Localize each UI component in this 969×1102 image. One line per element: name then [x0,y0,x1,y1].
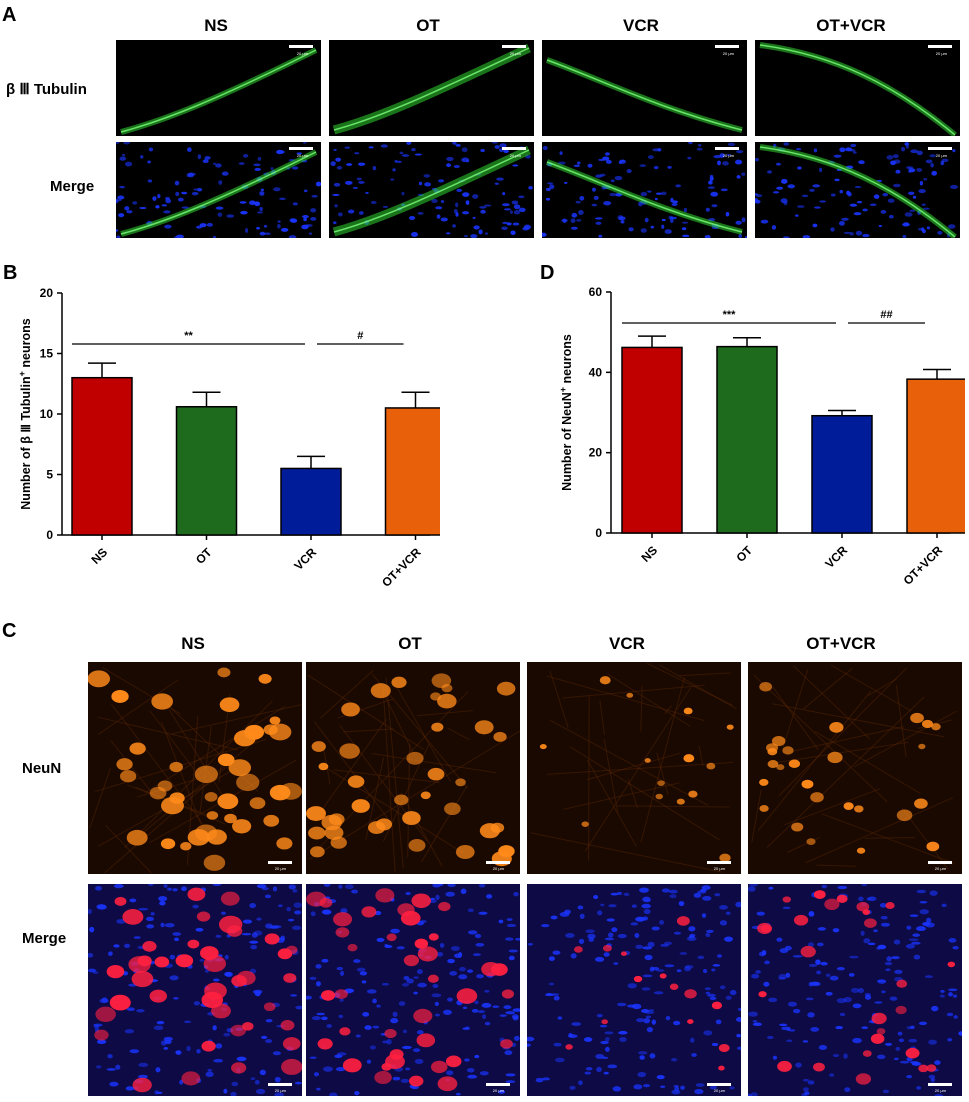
x-tick-label: NS [638,543,660,565]
x-tick-label: OT [193,545,215,567]
scale-bar [715,45,739,48]
scale-bar-label: 20 μm [934,1088,946,1093]
panel-a-col-ot: OT [416,16,440,35]
scale-bar [928,45,952,48]
y-tick-label: 10 [40,407,54,421]
micrograph-a-tubulin-ot: 20 μm [329,40,534,136]
x-tick-label: VCR [291,545,319,573]
y-axis-label: Number of NeuN+ neurons [558,334,574,491]
bar-ns [71,376,133,536]
scale-bar [486,1083,510,1086]
micrograph-a-merge-vcr: 20 μm [542,142,747,238]
micrograph-c-neun-ot: 20 μm [306,662,520,874]
scale-bar-label: 20 μm [722,51,734,56]
scale-bar [502,45,526,48]
panel-c-col-ns: NS [181,634,205,653]
y-tick-label: 60 [589,285,603,299]
scale-bar [502,147,526,150]
bar-ot-vcr [384,407,440,536]
bar-chart-d: 0 20 40 60 Number of NeuN+ neurons NS OT VCR OT+… [558,285,965,588]
scale-bar-label: 20 μm [274,866,286,871]
panel-b-label: B [3,262,18,284]
scale-bar-label: 20 μm [509,153,521,158]
significance-label: ## [880,309,892,321]
y-axis-label: Number of β Ⅲ Tubulin+ neurons [17,318,33,509]
micrograph-a-tubulin-vcr: 20 μm [542,40,747,136]
scale-bar [928,861,952,864]
scale-bar [707,861,731,864]
scale-bar-label: 20 μm [492,1088,504,1093]
micrograph-a-merge-ns: 20 μm [116,142,321,238]
scale-bar-label: 20 μm [935,51,947,56]
x-tick-label: OT+VCR [379,545,424,590]
scale-bar-label: 20 μm [296,51,308,56]
scale-bar-label: 20 μm [934,866,946,871]
scale-bar [268,861,292,864]
y-tick-label: 20 [40,286,54,300]
y-tick-label: 15 [40,347,54,361]
panel-c-col-otvcr: OT+VCR [806,634,876,653]
micrograph-c-merge-vcr: 20 μm [527,884,741,1096]
bar-ns [621,346,683,534]
scale-bar [928,147,952,150]
x-tick-label: OT+VCR [901,543,946,588]
panel-c-row-neun: NeuN [22,760,62,777]
micrograph-c-neun-otvcr: 20 μm [748,662,962,874]
scale-bar [715,147,739,150]
panel-c-label: C [2,620,17,642]
significance-label: *** [723,309,737,321]
micrograph-c-merge-ot: 20 μm [306,884,520,1096]
micrograph-a-tubulin-otvcr: 20 μm [755,40,960,136]
scale-bar [928,1083,952,1086]
scale-bar-label: 20 μm [274,1088,286,1093]
panel-a-col-vcr: VCR [623,16,659,35]
panel-a-row-merge: Merge [50,178,95,195]
micrograph-c-merge-ns: 20 μm [88,884,302,1096]
panel-a-row-tubulin: β Ⅲ Tubulin [6,81,87,98]
bar-ot [716,345,778,534]
panel-c-row-merge: Merge [22,930,67,947]
bar-ot [175,405,238,536]
scale-bar-label: 20 μm [713,1088,725,1093]
scale-bar-label: 20 μm [935,153,947,158]
scale-bar [486,861,510,864]
micrograph-c-neun-ns: 20 μm [88,662,302,874]
panel-a-col-ns: NS [204,16,228,35]
scale-bar [707,1083,731,1086]
scale-bar [289,45,313,48]
y-tick-label: 0 [46,528,53,542]
scale-bar [289,147,313,150]
y-tick-label: 0 [595,526,602,540]
micrograph-c-neun-vcr: 20 μm [527,662,741,874]
bar-chart-b: 0 5 10 15 20 Number of β Ⅲ Tubulin+ neurons NS… [17,286,440,590]
micrograph-c-merge-otvcr: 20 μm [748,884,962,1096]
significance-label: ** [184,330,193,342]
x-tick-label: VCR [822,543,850,571]
x-tick-label: NS [88,545,110,567]
bar-vcr [280,467,342,536]
significance-label: # [357,330,363,342]
micrograph-a-merge-ot: 20 μm [329,142,534,238]
bar-ot-vcr [906,378,965,534]
panel-c-col-vcr: VCR [609,634,645,653]
y-tick-label: 40 [589,365,603,379]
y-tick-label: 5 [46,468,53,482]
panel-a-col-otvcr: OT+VCR [816,16,886,35]
y-tick-label: 20 [589,446,603,460]
scale-bar-label: 20 μm [713,866,725,871]
panel-a-label: A [2,4,17,26]
panel-c-col-ot: OT [398,634,422,653]
scale-bar-label: 20 μm [509,51,521,56]
scale-bar-label: 20 μm [722,153,734,158]
panel-d-label: D [540,262,555,284]
micrograph-a-merge-otvcr: 20 μm [755,142,960,238]
scale-bar-label: 20 μm [492,866,504,871]
micrograph-a-tubulin-ns: 20 μm [116,40,321,136]
x-tick-label: OT [733,543,755,565]
scale-bar-label: 20 μm [296,153,308,158]
scale-bar [268,1083,292,1086]
bar-vcr [811,414,873,534]
